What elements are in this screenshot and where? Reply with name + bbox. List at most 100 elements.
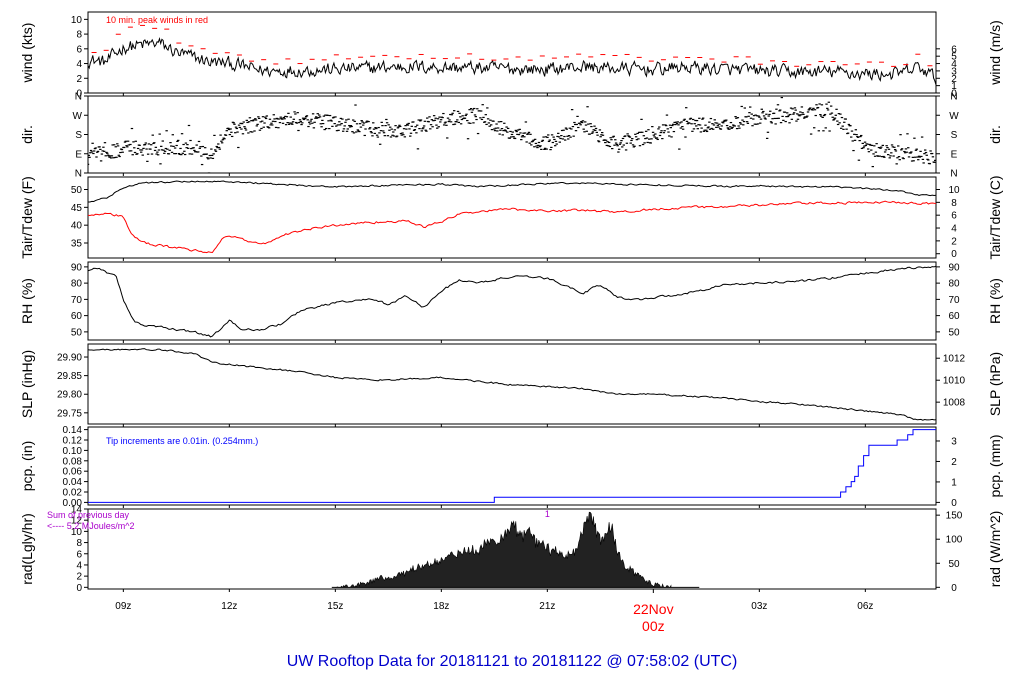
left-tick-label: 0 bbox=[76, 89, 82, 100]
ylabel-right: rad (W/m^2) bbox=[987, 511, 1003, 588]
ylabel-left: rad(Lgly/hr) bbox=[19, 513, 35, 585]
left-tick-label: 0.10 bbox=[63, 446, 83, 457]
panel-frame bbox=[87, 261, 937, 341]
left-tick-label: 80 bbox=[71, 279, 83, 290]
x-tick-label: 21z bbox=[539, 601, 555, 612]
left-tick-label: 14 bbox=[71, 505, 83, 516]
panel-frame bbox=[87, 343, 937, 425]
series-line-black bbox=[88, 348, 936, 421]
series-group bbox=[88, 180, 936, 254]
radiation-area bbox=[335, 511, 672, 588]
x-tick-label: 15z bbox=[327, 601, 343, 612]
right-tick-label: 2 bbox=[951, 457, 957, 468]
right-tick-label: 70 bbox=[948, 295, 960, 306]
series-line-black bbox=[88, 180, 936, 203]
left-tick-label: 8 bbox=[76, 30, 82, 41]
ylabel-left: Tair/Tdew (F) bbox=[19, 176, 35, 258]
left-tick-label: 4 bbox=[76, 59, 82, 70]
right-tick-label: 0 bbox=[951, 583, 957, 594]
precip-line bbox=[88, 429, 936, 503]
right-tick-label: 1010 bbox=[943, 376, 966, 387]
left-tick-label: 0.00 bbox=[63, 498, 83, 509]
left-tick-label: 0.12 bbox=[63, 436, 83, 447]
x-tick-label: 12z bbox=[221, 601, 237, 612]
panel-frame bbox=[87, 11, 937, 94]
right-tick-label: 60 bbox=[948, 311, 960, 322]
left-tick-label: 0.06 bbox=[63, 467, 83, 478]
day-date-label: 22Nov bbox=[633, 601, 673, 617]
ylabel-right: pcp. (mm) bbox=[987, 435, 1003, 498]
left-tick-label: W bbox=[73, 111, 83, 122]
left-tick-label: 0.04 bbox=[63, 477, 83, 488]
left-tick-label: 12 bbox=[71, 516, 83, 527]
right-tick-label: 2 bbox=[951, 236, 957, 247]
ylabel-left: wind (kts) bbox=[19, 23, 35, 84]
ylabel-left: pcp. (in) bbox=[19, 441, 35, 492]
ylabel-right: dir. bbox=[987, 125, 1003, 144]
right-tick-label: W bbox=[949, 111, 959, 122]
ylabel-right: wind (m/s) bbox=[987, 20, 1003, 86]
right-tick-label: 6 bbox=[951, 44, 957, 55]
rad-annotation-sum: <---- 5.2 MJoules/m^2 bbox=[47, 521, 135, 531]
right-tick-label: 0 bbox=[951, 89, 957, 100]
right-tick-label: 5 bbox=[951, 52, 957, 63]
left-tick-label: 8 bbox=[76, 538, 82, 549]
right-tick-label: 100 bbox=[946, 535, 963, 546]
right-tick-label: 10 bbox=[948, 185, 960, 196]
right-tick-label: 0 bbox=[951, 498, 957, 509]
left-tick-label: 0.08 bbox=[63, 456, 83, 467]
series-line-black bbox=[88, 36, 936, 85]
ylabel-left: RH (%) bbox=[19, 278, 35, 324]
ylabel-left: dir. bbox=[19, 125, 35, 144]
panel-pcp: 0.000.020.040.060.080.100.120.14 0 1 2 3 pcp.… bbox=[19, 425, 1003, 509]
right-tick-label: 50 bbox=[948, 559, 960, 570]
right-tick-label: 1008 bbox=[943, 398, 966, 409]
ylabel-right: Tair/Tdew (C) bbox=[987, 175, 1003, 259]
right-tick-label: 3 bbox=[951, 436, 957, 447]
left-tick-label: 90 bbox=[71, 262, 83, 273]
series-group bbox=[88, 429, 936, 503]
left-tick-label: 35 bbox=[71, 239, 83, 250]
left-tick-label: 29.75 bbox=[57, 408, 82, 419]
series-group bbox=[88, 348, 936, 421]
right-tick-label: N bbox=[950, 92, 957, 103]
panel-frame bbox=[87, 176, 937, 259]
left-tick-label: 45 bbox=[71, 203, 83, 214]
series-group bbox=[88, 265, 936, 338]
left-tick-label: S bbox=[75, 130, 82, 141]
left-tick-label: 0 bbox=[76, 583, 82, 594]
left-tick-label: 10 bbox=[71, 527, 83, 538]
left-tick-label: 0.14 bbox=[63, 425, 83, 436]
series-line-black bbox=[88, 265, 936, 338]
right-tick-label: 80 bbox=[948, 279, 960, 290]
left-tick-label: 2 bbox=[76, 572, 82, 583]
right-tick-label: 4 bbox=[951, 59, 957, 70]
panel-frame bbox=[87, 508, 937, 590]
left-tick-label: 2 bbox=[76, 74, 82, 85]
right-tick-label: 1012 bbox=[943, 354, 966, 365]
right-tick-label: 3 bbox=[951, 66, 957, 77]
right-tick-label: 0 bbox=[951, 249, 957, 260]
ylabel-right: RH (%) bbox=[987, 278, 1003, 324]
right-tick-label: N bbox=[950, 169, 957, 180]
panel-rh: 50 60 70 80 90 50 60 70 80 90 RH (%) RH (%) bbox=[19, 261, 1003, 343]
left-tick-label: 40 bbox=[71, 221, 83, 232]
right-tick-label: S bbox=[951, 130, 958, 141]
left-tick-label: 29.80 bbox=[57, 390, 82, 401]
series-group bbox=[88, 24, 936, 85]
left-tick-label: 60 bbox=[71, 311, 83, 322]
wind-annotation: 10 min. peak winds in red bbox=[106, 15, 208, 25]
series-line-red bbox=[88, 200, 936, 254]
left-tick-label: 50 bbox=[71, 185, 83, 196]
right-tick-label: 90 bbox=[948, 262, 960, 273]
x-tick-label: 09z bbox=[115, 601, 131, 612]
rad-marker: 1 bbox=[545, 509, 550, 519]
left-tick-label: 10 bbox=[71, 15, 83, 26]
right-tick-label: 50 bbox=[948, 327, 960, 338]
